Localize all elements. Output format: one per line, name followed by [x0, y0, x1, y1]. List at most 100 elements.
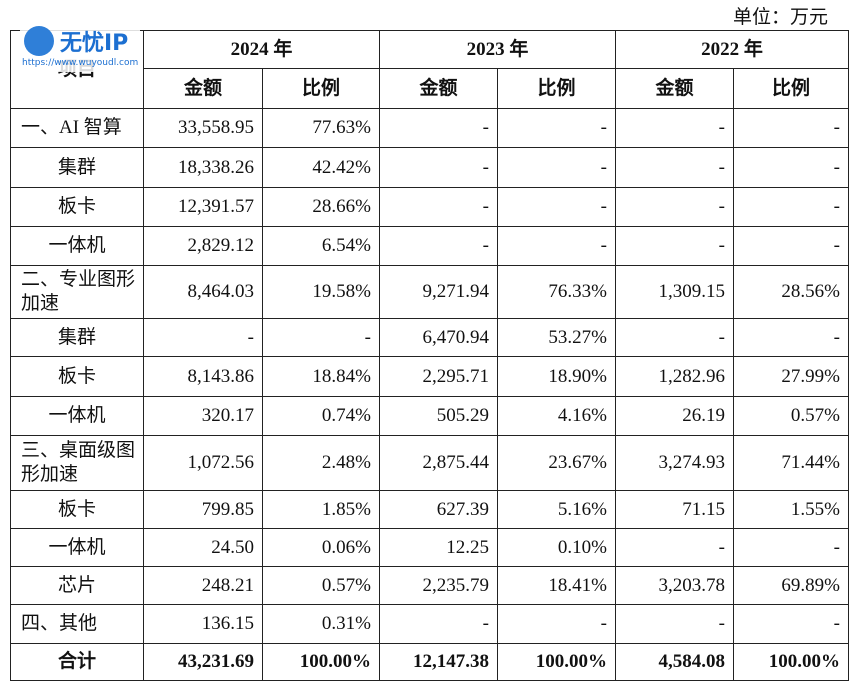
ratio-cell: 77.63%	[262, 108, 380, 148]
amount-cell: 18,338.26	[143, 147, 263, 188]
amount-cell: 12,147.38	[379, 643, 498, 681]
amount-cell: 9,271.94	[379, 265, 498, 319]
ratio-cell: 1.85%	[262, 490, 380, 529]
amount-cell: -	[615, 528, 734, 567]
data-row: 集群 - -6,470.94 53.27% - -	[10, 318, 849, 357]
ratio-cell: 4.16%	[497, 396, 616, 436]
amount-cell: 1,309.15	[615, 265, 734, 319]
ratio-cell: 28.56%	[733, 265, 849, 319]
data-row: 四、其他 136.15 0.31% - - - -	[10, 604, 849, 644]
amount-cell: -	[615, 318, 734, 357]
amount-cell: 1,282.96	[615, 356, 734, 397]
ratio-cell: 5.16%	[497, 490, 616, 529]
ratio-cell: -	[497, 147, 616, 188]
data-row: 芯片 248.21 0.57% 2,235.79 18.41% 3,203.78 69.89…	[10, 566, 849, 605]
ratio-cell: 100.00%	[733, 643, 849, 681]
data-row: 一体机 320.17 0.74% 505.29 4.16% 26.19 0.57%	[10, 396, 849, 436]
ratio-cell: 27.99%	[733, 356, 849, 397]
amount-cell: 505.29	[379, 396, 498, 436]
watermark-logo	[24, 26, 54, 56]
data-row: 板卡 8,143.86 18.84% 2,295.71 18.90% 1,282.96 27…	[10, 356, 849, 397]
ratio-cell: 19.58%	[262, 265, 380, 319]
ratio-cell: 18.41%	[497, 566, 616, 605]
watermark-url: https://www.wuyoudl.com	[22, 58, 139, 68]
ratio-cell: 42.42%	[262, 147, 380, 188]
amount-cell: 2,235.79	[379, 566, 498, 605]
amount-cell: -	[379, 226, 498, 266]
ratio-cell: 100.00%	[262, 643, 380, 681]
row-label: 四、其他	[10, 604, 144, 644]
amount-cell: -	[379, 187, 498, 227]
year-header: 2022 年	[615, 30, 849, 69]
amount-cell: -	[615, 226, 734, 266]
amount-cell: 248.21	[143, 566, 263, 605]
data-row: 板卡 12,391.57 28.66% - - - -	[10, 187, 849, 227]
row-label: 芯片	[10, 566, 144, 605]
amount-cell: 6,470.94	[379, 318, 498, 357]
ratio-cell: -	[497, 187, 616, 227]
ratio-cell: -	[733, 147, 849, 188]
data-row: 三、桌面级图形加速 1,072.56 2.48% 2,875.44 23.67% 3,27…	[10, 435, 849, 491]
amount-cell: -	[615, 187, 734, 227]
row-label: 集群	[10, 147, 144, 188]
amount-cell: 799.85	[143, 490, 263, 529]
data-row: 一体机 2,829.12 6.54% - - - -	[10, 226, 849, 266]
ratio-cell: 6.54%	[262, 226, 380, 266]
ratio-cell: 0.57%	[262, 566, 380, 605]
data-row: 一、AI 智算 33,558.95 77.63% - - - -	[10, 108, 849, 148]
amount-cell: -	[615, 108, 734, 148]
ratio-cell: 71.44%	[733, 435, 849, 491]
year-header: 2023 年	[379, 30, 616, 69]
amount-cell: 3,274.93	[615, 435, 734, 491]
row-label: 一体机	[10, 528, 144, 567]
amount-cell: -	[379, 604, 498, 644]
ratio-cell: 76.33%	[497, 265, 616, 319]
watermark: 无忧IP https://www.wuyoudl.com	[20, 24, 140, 72]
amount-cell: 26.19	[615, 396, 734, 436]
row-label: 一、AI 智算	[10, 108, 144, 148]
amount-cell: 8,143.86	[143, 356, 263, 397]
amount-cell: 12.25	[379, 528, 498, 567]
data-row: 一体机 24.50 0.06% 12.25 0.10% - -	[10, 528, 849, 567]
year-header: 2024 年	[143, 30, 380, 69]
ratio-cell: 28.66%	[262, 187, 380, 227]
ratio-cell: -	[262, 318, 380, 357]
amount-cell: -	[615, 147, 734, 188]
amount-cell: 2,829.12	[143, 226, 263, 266]
ratio-cell: 69.89%	[733, 566, 849, 605]
amount-cell: 1,072.56	[143, 435, 263, 491]
ratio-cell: 23.67%	[497, 435, 616, 491]
ratio-cell: -	[497, 226, 616, 266]
amount-cell: 4,584.08	[615, 643, 734, 681]
amount-cell: 627.39	[379, 490, 498, 529]
ratio-cell: -	[733, 187, 849, 227]
row-label: 板卡	[10, 356, 144, 397]
ratio-cell: -	[497, 108, 616, 148]
row-label: 板卡	[10, 490, 144, 529]
data-row: 二、专业图形加速 8,464.03 19.58% 9,271.94 76.33% 1,30…	[10, 265, 849, 319]
amount-cell: 2,875.44	[379, 435, 498, 491]
ratio-cell: 1.55%	[733, 490, 849, 529]
data-row: 集群 18,338.26 42.42% - - - -	[10, 147, 849, 188]
amount-cell: 12,391.57	[143, 187, 263, 227]
ratio-cell: -	[733, 318, 849, 357]
ratio-cell: -	[733, 528, 849, 567]
ratio-cell: -	[733, 226, 849, 266]
amount-cell: 8,464.03	[143, 265, 263, 319]
amount-cell: 136.15	[143, 604, 263, 644]
total-row: 合计 43,231.69 100.00% 12,147.38 100.00% 4,584.…	[10, 643, 849, 681]
amount-header: 金额	[615, 68, 734, 109]
amount-cell: -	[615, 604, 734, 644]
row-label: 集群	[10, 318, 144, 357]
amount-cell: -	[379, 108, 498, 148]
row-label: 三、桌面级图形加速	[10, 435, 144, 491]
amount-cell: 2,295.71	[379, 356, 498, 397]
ratio-cell: -	[497, 604, 616, 644]
amount-header: 金额	[379, 68, 498, 109]
ratio-cell: 100.00%	[497, 643, 616, 681]
row-label: 板卡	[10, 187, 144, 227]
revenue-table: 项目 2024 年 2023 年 2022 年 金额 比例 金额 比例 金额 比…	[10, 30, 849, 681]
amount-cell: 320.17	[143, 396, 263, 436]
row-label: 合计	[10, 643, 144, 681]
data-row: 板卡 799.85 1.85% 627.39 5.16% 71.15 1.55%	[10, 490, 849, 529]
